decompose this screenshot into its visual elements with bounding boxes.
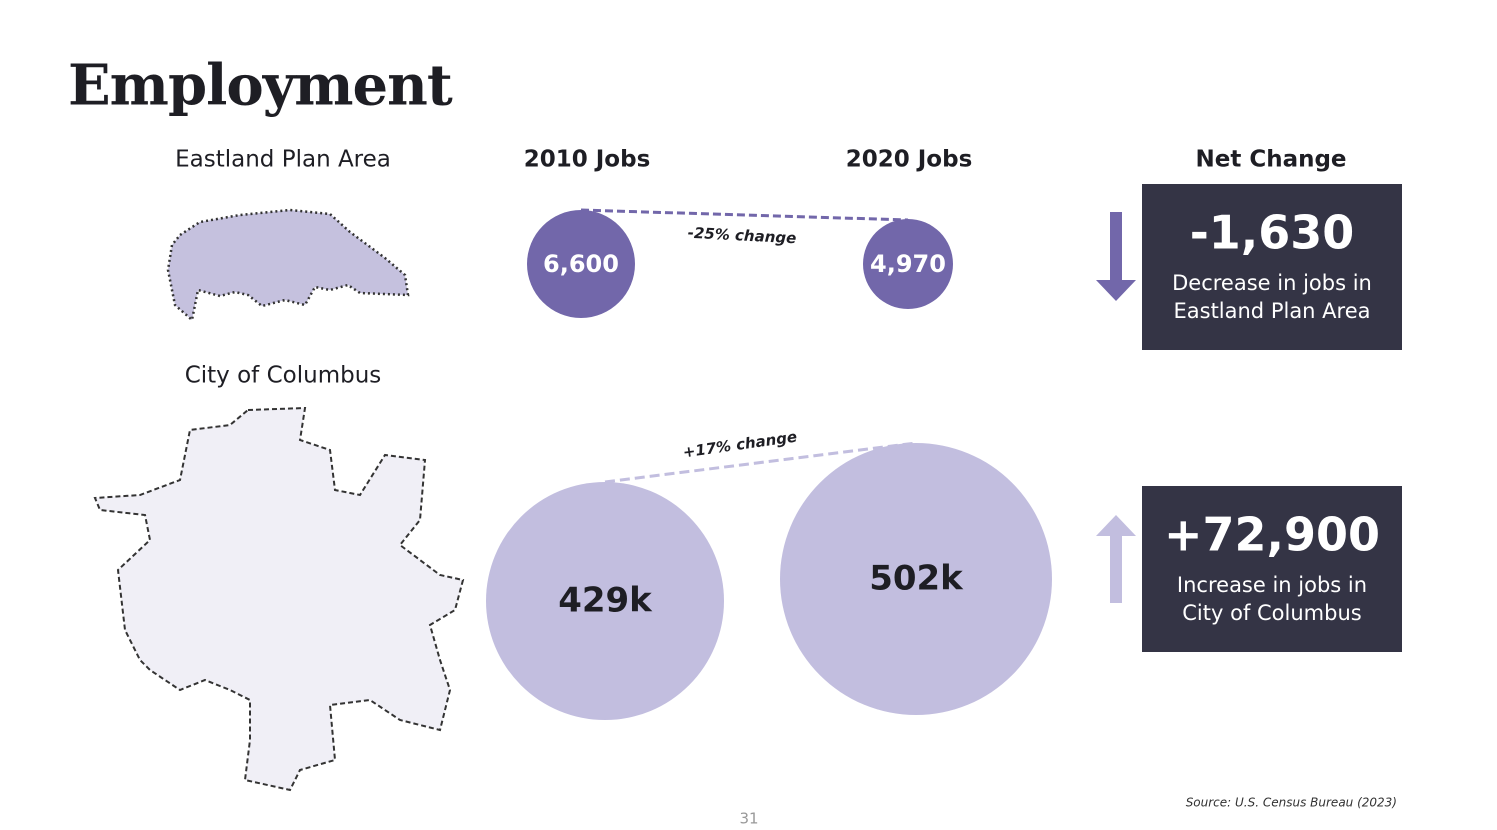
arrow-down: [1096, 212, 1136, 301]
net-description: City of Columbus: [1182, 601, 1361, 625]
jobs-value: 6,600: [543, 250, 619, 278]
slide-title: Employment: [68, 53, 453, 119]
arrow-up: [1096, 515, 1136, 603]
connector: [604, 441, 917, 484]
source: Source: U.S. Census Bureau (2023): [1186, 796, 1397, 810]
net-value: +72,900: [1164, 508, 1380, 562]
connector: [580, 208, 909, 222]
column-header: 2020 Jobs: [846, 147, 973, 173]
net-box: [1142, 184, 1402, 350]
bubble: [527, 210, 635, 318]
jobs-value: 429k: [558, 581, 653, 621]
area-label: Eastland Plan Area: [175, 147, 391, 173]
net-description: Increase in jobs in: [1177, 573, 1367, 597]
columbus-map: [93, 406, 465, 792]
column-header: Net Change: [1195, 147, 1346, 173]
change-label: +17% change: [682, 428, 798, 462]
bubble: [780, 443, 1052, 715]
jobs-value: 502k: [869, 559, 964, 599]
page-number: 31: [739, 810, 758, 828]
net-box: [1142, 486, 1402, 652]
bubble: [863, 219, 953, 309]
net-description: Decrease in jobs in: [1172, 271, 1372, 295]
net-description: Eastland Plan Area: [1173, 299, 1370, 323]
change-label: -25% change: [687, 224, 796, 248]
area-label: City of Columbus: [185, 363, 382, 389]
net-value: -1,630: [1190, 206, 1355, 260]
column-header: 2010 Jobs: [524, 147, 651, 173]
eastland-map: [166, 208, 410, 323]
bubble: [486, 482, 724, 720]
jobs-value: 4,970: [870, 250, 946, 278]
